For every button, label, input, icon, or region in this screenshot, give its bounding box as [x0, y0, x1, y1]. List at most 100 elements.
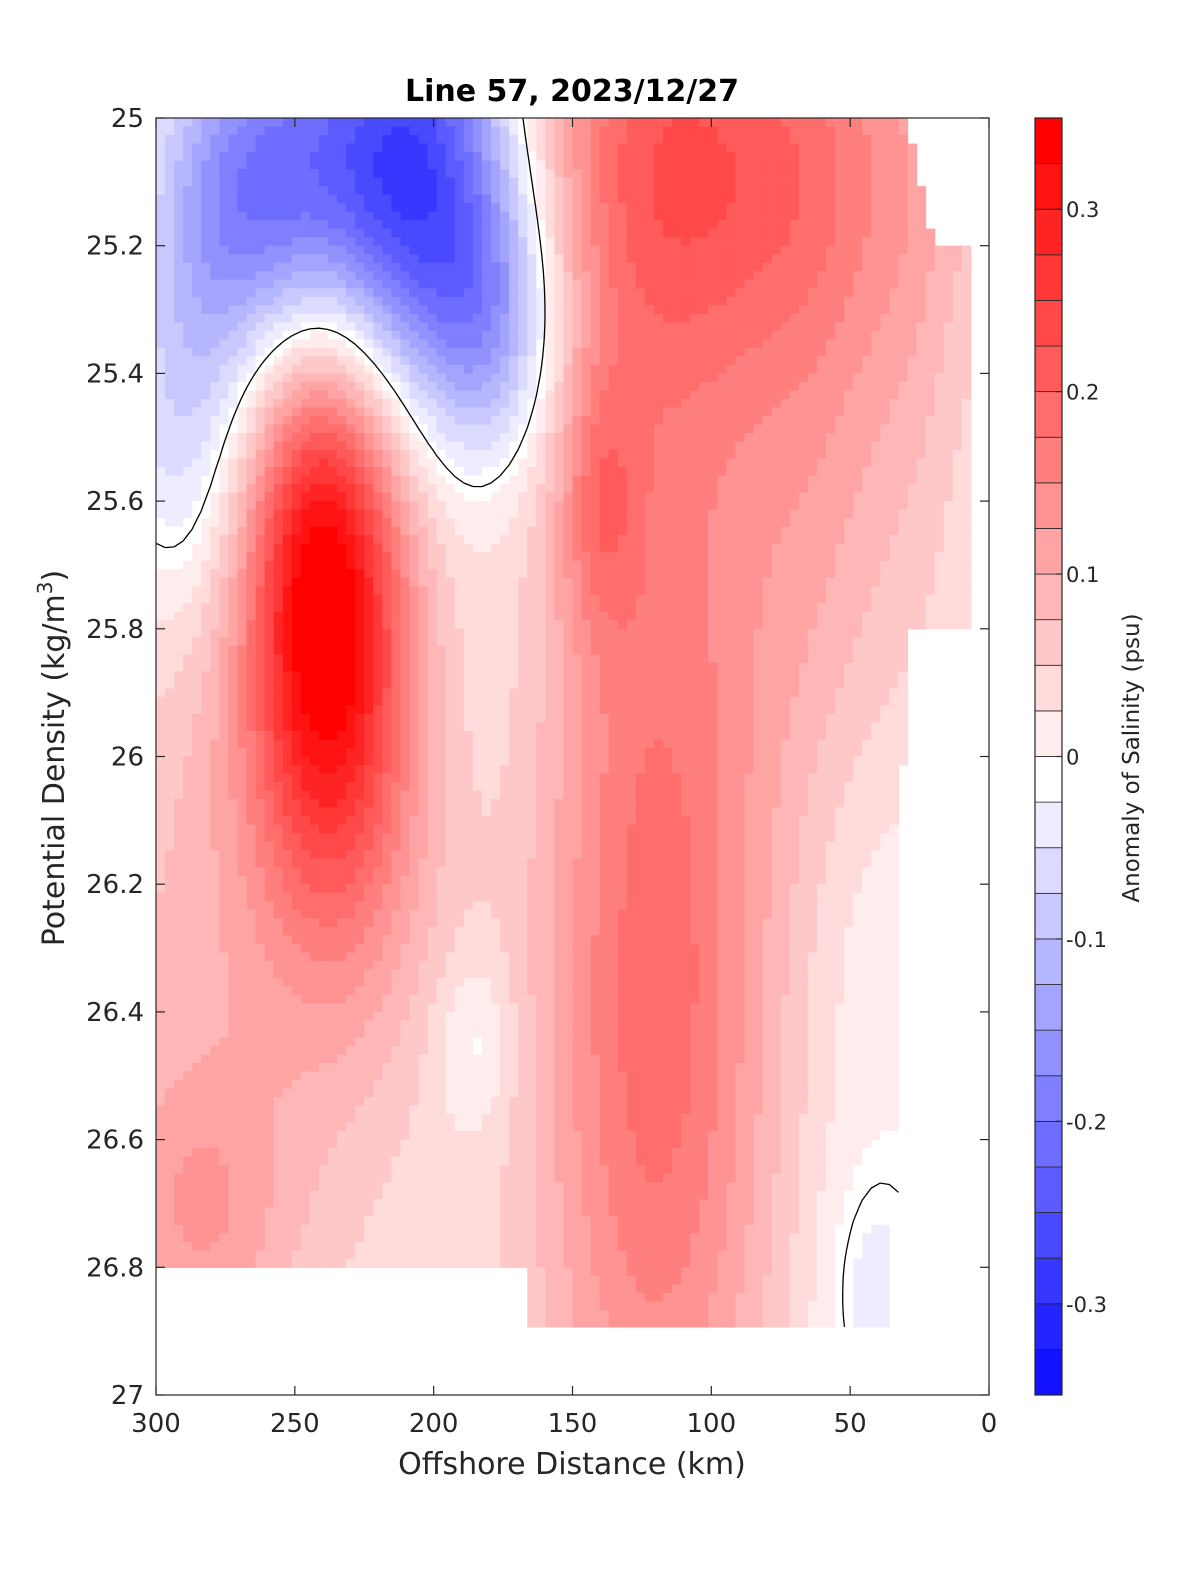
contour-cell [572, 501, 583, 511]
contour-cell [391, 381, 402, 392]
contour-cell [309, 492, 320, 502]
contour-cell [653, 262, 664, 272]
contour-cell [472, 228, 483, 238]
contour-cell [599, 569, 610, 579]
contour-cell [590, 364, 601, 374]
contour-cell [472, 211, 483, 221]
contour-cell [844, 262, 854, 272]
contour-cell [681, 288, 691, 298]
contour-cell [481, 398, 492, 409]
contour-cell [699, 118, 709, 128]
contour-cell [889, 569, 900, 579]
contour-cell [427, 279, 438, 289]
contour-cell [219, 441, 230, 451]
contour-cell [445, 262, 456, 272]
contour-cell [644, 194, 655, 204]
contour-cell [798, 458, 809, 468]
contour-cell [554, 458, 565, 468]
contour-cell [844, 160, 854, 170]
contour-cell [563, 160, 574, 170]
contour-cell [835, 501, 845, 511]
contour-cell [816, 467, 827, 477]
contour-cell [726, 432, 737, 443]
contour-cell [581, 245, 592, 255]
contour-cell [382, 220, 393, 230]
contour-cell [346, 118, 356, 128]
contour-cell [898, 237, 909, 247]
contour-cell [165, 228, 175, 238]
contour-cell [925, 441, 936, 451]
contour-cell [762, 569, 773, 579]
contour-cell [952, 305, 963, 315]
contour-cell [826, 177, 836, 187]
contour-cell [907, 330, 918, 340]
contour-cell [717, 586, 728, 596]
contour-cell [282, 322, 293, 332]
contour-cell [898, 271, 909, 281]
contour-cell [273, 560, 284, 570]
contour-cell [898, 330, 909, 340]
contour-cell [762, 364, 773, 374]
contour-cell [346, 398, 356, 409]
contour-cell [717, 467, 728, 477]
contour-cell [400, 152, 411, 162]
contour-cell [871, 237, 881, 247]
contour-cell [291, 296, 302, 306]
contour-cell [328, 339, 338, 349]
contour-cell [690, 254, 700, 264]
contour-cell [472, 339, 483, 349]
contour-cell [291, 458, 302, 468]
contour-cell [880, 356, 890, 366]
contour-cell [726, 415, 737, 426]
contour-cell [826, 364, 836, 374]
contour-cell [364, 228, 374, 238]
contour-cell [844, 339, 854, 349]
contour-cell [210, 356, 220, 366]
contour-cell [907, 254, 918, 264]
contour-cell [889, 535, 900, 545]
contour-cell [590, 186, 601, 196]
contour-cell [527, 186, 537, 196]
contour-cell [273, 501, 284, 511]
contour-cell [309, 586, 320, 596]
contour-cell [889, 254, 900, 264]
contour-cell [481, 364, 492, 374]
contour-cell [273, 203, 284, 213]
contour-cell [789, 373, 800, 383]
contour-cell [943, 569, 954, 579]
contour-cell [491, 560, 501, 570]
contour-cell [228, 296, 239, 306]
contour-cell [409, 560, 420, 570]
contour-cell [880, 484, 890, 494]
contour-cell [445, 203, 456, 213]
contour-cell [174, 305, 184, 315]
contour-cell [481, 390, 492, 400]
contour-cell [391, 441, 402, 451]
contour-cell [771, 560, 782, 570]
contour-cell [626, 543, 637, 553]
contour-cell [554, 407, 565, 417]
contour-cell [509, 407, 519, 417]
contour-cell [264, 262, 275, 272]
contour-cell [871, 152, 881, 162]
contour-cell [644, 364, 655, 374]
contour-cell [527, 271, 537, 281]
contour-cell [491, 118, 501, 128]
contour-cell [735, 211, 746, 221]
contour-cell [536, 194, 546, 204]
contour-cell [273, 543, 284, 553]
contour-cell [219, 296, 230, 306]
contour-cell [599, 177, 610, 187]
contour-cell [255, 135, 266, 145]
contour-cell [934, 518, 945, 528]
contour-cell [789, 424, 800, 434]
contour-cell [391, 322, 402, 332]
contour-cell [826, 322, 836, 332]
contour-cell [961, 339, 972, 349]
contour-cell [708, 245, 718, 255]
contour-cell [364, 152, 374, 162]
contour-cell [246, 143, 257, 153]
contour-cell [708, 398, 718, 409]
contour-cell [626, 415, 637, 426]
contour-cell [789, 543, 800, 553]
